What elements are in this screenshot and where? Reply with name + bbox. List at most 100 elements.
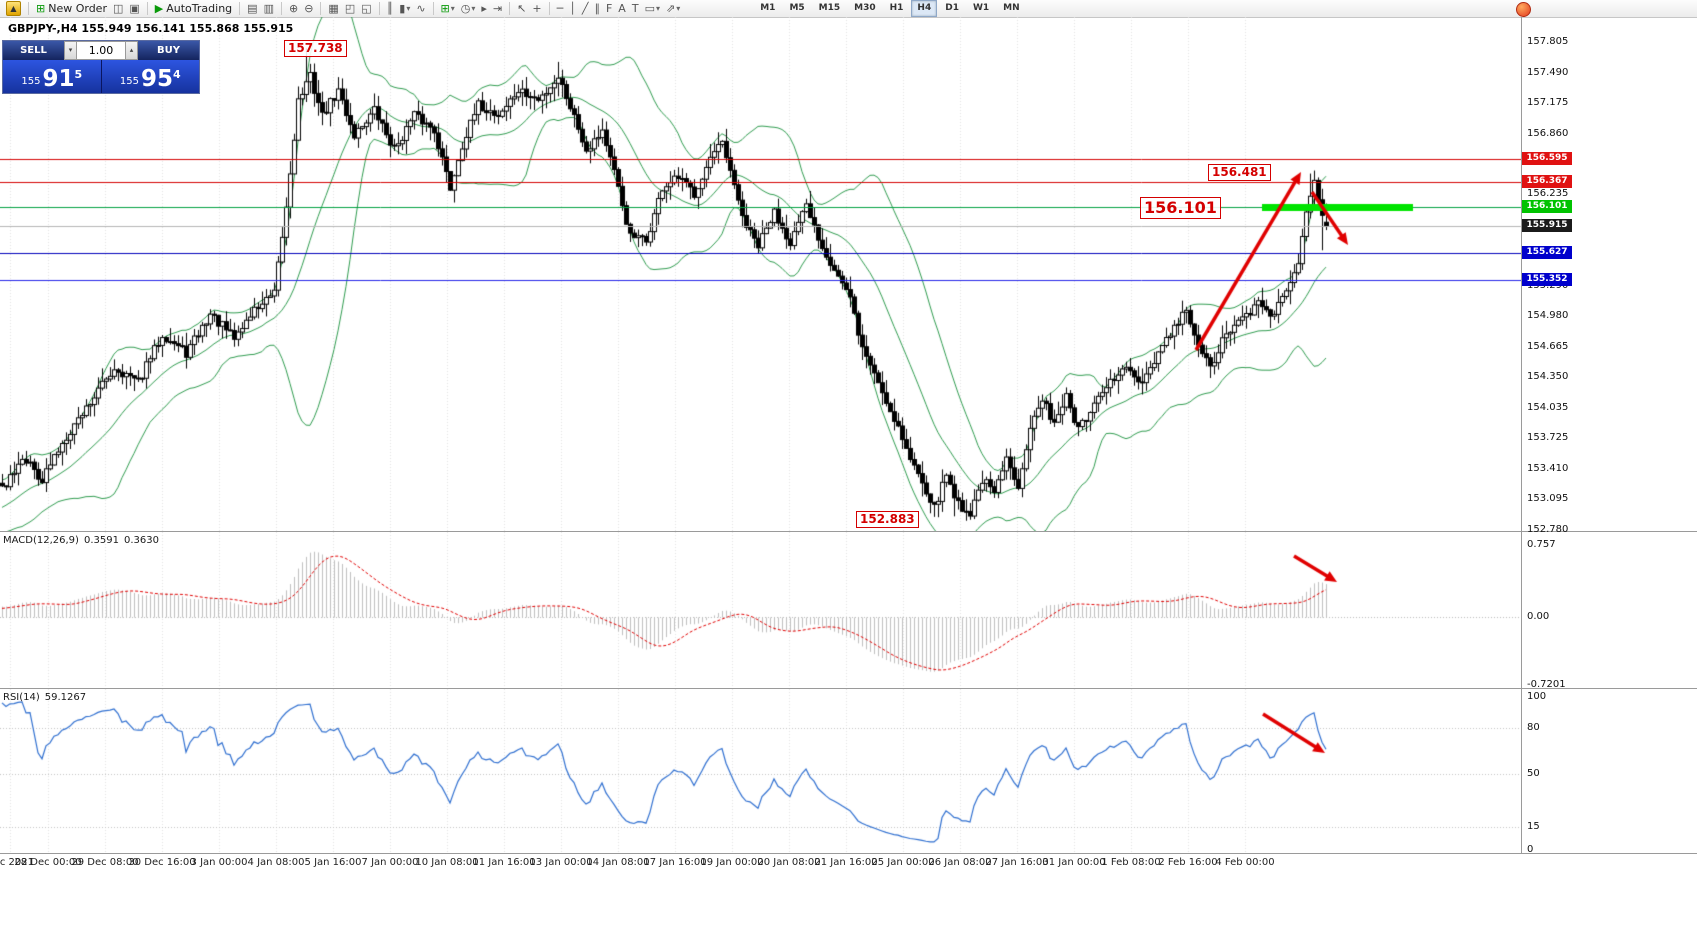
arrange-windows-icon[interactable]: ◱ — [358, 1, 374, 17]
dropdown-icon[interactable]: ▾ — [655, 4, 660, 13]
autotrading-button[interactable]: ▶ AutoTrading — [152, 1, 235, 17]
timeframe-d1-button[interactable]: D1 — [945, 3, 959, 13]
timeframe-h4-button[interactable]: H4 — [911, 0, 938, 17]
timeframe-m5-button[interactable]: M5 — [789, 3, 805, 13]
price-axis-tick: 157.175 — [1527, 97, 1569, 109]
candlestick-chart-icon[interactable]: ▮ ▾ — [396, 1, 413, 17]
timeframe-h1-button[interactable]: H1 — [889, 3, 904, 13]
zoom-in-icon[interactable]: ⊕ — [286, 1, 301, 17]
price-level-label: 155.352 — [1522, 273, 1572, 287]
price-chart-canvas[interactable] — [0, 17, 1522, 531]
volume-decrease-button[interactable]: ▾ — [64, 41, 77, 60]
buy-button[interactable]: BUY — [138, 41, 199, 60]
data-window-icon: ▥ — [263, 1, 274, 15]
cascade-windows-icon[interactable]: ◰ — [342, 1, 358, 17]
date-axis-label: 2 Feb 16:00 — [1158, 857, 1218, 868]
chart-shift-icon[interactable]: ⇥ — [490, 1, 505, 17]
price-axis-tick: 154.350 — [1527, 371, 1569, 383]
date-axis-label: 19 Jan 00:00 — [700, 857, 764, 868]
fibonacci-icon[interactable]: F — [603, 1, 615, 17]
period-icon[interactable]: ◷ ▾ — [458, 1, 479, 17]
date-axis-label: 13 Jan 00:00 — [529, 857, 593, 868]
shapes-icon: ▭ — [644, 1, 655, 15]
toolbar-separator — [509, 2, 511, 15]
rsi-name: RSI(14) — [3, 692, 40, 703]
period-icon: ◷ — [460, 1, 471, 15]
timeframe-mn-button[interactable]: MN — [1003, 3, 1020, 13]
panel-separator[interactable] — [0, 688, 1697, 689]
volume-input[interactable] — [77, 41, 125, 60]
date-axis-label: 14 Jan 08:00 — [586, 857, 650, 868]
rsi-canvas[interactable] — [0, 689, 1522, 853]
channel-icon: ∥ — [594, 1, 600, 15]
macd-axis-label: 0.757 — [1527, 539, 1556, 551]
text-icon: A — [618, 1, 626, 15]
cursor-icon[interactable]: ↖ — [514, 1, 529, 17]
data-window-icon[interactable]: ▥ — [261, 1, 277, 17]
sell-button[interactable]: SELL — [3, 41, 64, 60]
chart-shift-icon: ⇥ — [492, 1, 503, 15]
price-divider — [100, 60, 102, 93]
bar-chart-icon[interactable]: ║ — [384, 1, 397, 17]
chart-window-icon: ◫ — [112, 1, 124, 15]
chart-window-icon[interactable]: ◫ — [110, 1, 126, 17]
cursor-icon: ↖ — [517, 1, 527, 15]
alert-icon[interactable] — [1516, 2, 1531, 17]
panel-separator[interactable] — [0, 531, 1697, 532]
new-order-icon: ⊞ — [36, 1, 46, 15]
new-chart-icon[interactable]: ⊞ ▾ — [438, 1, 458, 17]
dropdown-icon[interactable]: ▾ — [406, 4, 411, 13]
crosshair-icon[interactable]: + — [529, 1, 544, 17]
channel-icon[interactable]: ∥ — [591, 1, 603, 17]
price-level-label: 155.915 — [1522, 218, 1572, 232]
date-axis-label: 26 Jan 08:00 — [928, 857, 992, 868]
timeframe-m30-button[interactable]: M30 — [854, 3, 876, 13]
macd-canvas[interactable] — [0, 532, 1522, 688]
label-icon[interactable]: T — [629, 1, 642, 17]
market-watch-icon: ▤ — [247, 1, 258, 15]
app-icon[interactable]: ▲ — [3, 1, 24, 17]
trendline-icon[interactable]: ╱ — [579, 1, 592, 17]
zoom-in-icon: ⊕ — [288, 1, 299, 15]
date-axis-label: 29 Dec 08:00 — [71, 857, 139, 868]
macd-axis-label: 0.00 — [1527, 611, 1550, 622]
toolbar-separator — [239, 2, 241, 15]
timeframe-m15-button[interactable]: M15 — [818, 3, 841, 13]
fibonacci-icon: F — [605, 1, 613, 15]
new-order-button[interactable]: ⊞ New Order — [33, 1, 110, 17]
market-watch-icon[interactable]: ▤ — [244, 1, 260, 17]
price-level-label: 156.367 — [1522, 174, 1572, 188]
tile-windows-icon[interactable]: ▦ — [325, 1, 341, 17]
timeframe-m1-button[interactable]: M1 — [760, 3, 776, 13]
date-axis-label: 17 Jan 16:00 — [643, 857, 707, 868]
vline-icon[interactable]: │ — [566, 1, 579, 17]
crosshair-icon: + — [532, 1, 542, 15]
text-icon[interactable]: A — [615, 1, 629, 17]
autoscroll-icon[interactable]: ▸ — [478, 1, 490, 17]
date-axis-label: 30 Dec 16:00 — [128, 857, 196, 868]
toolbar-separator — [28, 2, 29, 15]
price-axis-tick: 153.095 — [1527, 493, 1569, 505]
dropdown-icon[interactable]: ▾ — [450, 4, 455, 13]
rsi-axis-label: 15 — [1527, 821, 1540, 833]
hline-icon[interactable]: ─ — [554, 1, 567, 17]
date-axis-label: 4 Feb 00:00 — [1215, 857, 1275, 868]
arrows-icon[interactable]: ⇗ ▾ — [663, 1, 683, 17]
buy-price-display[interactable]: 155 95 4 — [102, 60, 200, 93]
date-axis-label: 27 Jan 16:00 — [985, 857, 1049, 868]
shapes-icon[interactable]: ▭ ▾ — [642, 1, 663, 17]
sell-price-display[interactable]: 155 91 5 — [3, 60, 101, 93]
price-axis-tick: 157.490 — [1527, 66, 1569, 78]
dropdown-icon[interactable]: ▾ — [471, 4, 476, 13]
vline-icon: │ — [569, 1, 576, 15]
zoom-out-icon[interactable]: ⊖ — [301, 1, 316, 17]
volume-increase-button[interactable]: ▴ — [125, 41, 138, 60]
dropdown-icon[interactable]: ▾ — [676, 4, 681, 13]
one-click-trading-panel: SELL ▾ ▴ BUY 155 91 5 155 95 4 — [2, 40, 200, 94]
date-axis-label: 1 Feb 08:00 — [1101, 857, 1161, 868]
autotrading-icon: ▶ — [154, 1, 164, 15]
tile-window-icon[interactable]: ▣ — [126, 1, 142, 17]
line-chart-icon[interactable]: ∿ — [413, 1, 428, 17]
toolbar-separator — [378, 2, 380, 15]
timeframe-w1-button[interactable]: W1 — [972, 3, 990, 13]
